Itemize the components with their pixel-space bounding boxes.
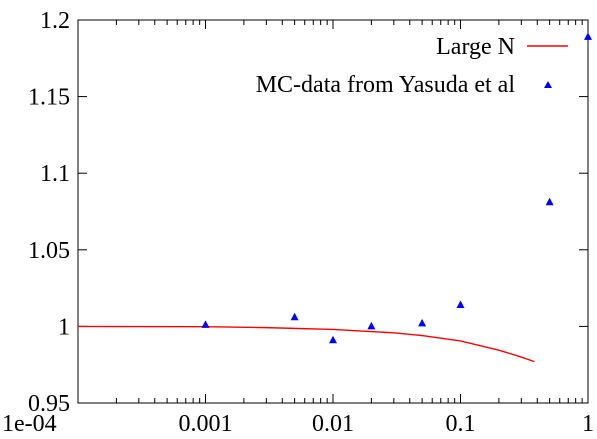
legend: Large N MC-data from Yasuda et al (256, 34, 568, 98)
data-point-triangle (367, 321, 376, 330)
ticks: 1e-04 0.001 0.01 0.1 1 0.95 1 1.05 1.1 1.15 1.2 (2, 8, 594, 437)
legend-label-large-n: Large N (436, 34, 515, 60)
x-tick-label: 1 (582, 411, 594, 437)
legend-triangle-marker (544, 81, 552, 88)
data-point-triangle (290, 312, 299, 321)
data-point-triangle (545, 197, 554, 206)
legend-label-mc-data: MC-data from Yasuda et al (256, 72, 516, 98)
data-point-triangle (456, 300, 465, 308)
x-tick-label: 0.001 (179, 411, 233, 437)
data-point-triangle (329, 335, 337, 344)
y-tick-label: 1.1 (40, 161, 70, 187)
y-tick-label: 1.05 (28, 238, 70, 264)
y-tick-label: 1.2 (40, 8, 70, 34)
x-tick-label: 0.01 (312, 411, 354, 437)
data-point-triangle (201, 320, 210, 328)
y-tick-label: 1.15 (28, 85, 70, 111)
series-line-large-n (77, 325, 535, 363)
x-tick-label: 0.1 (446, 411, 476, 437)
data-point-triangle (418, 318, 427, 327)
y-tick-label: 1 (58, 314, 70, 340)
y-tick-label: 0.95 (28, 391, 70, 417)
series (77, 32, 592, 363)
x-tick-label: 1e-04 (2, 411, 57, 437)
data-point-triangle (584, 32, 592, 40)
